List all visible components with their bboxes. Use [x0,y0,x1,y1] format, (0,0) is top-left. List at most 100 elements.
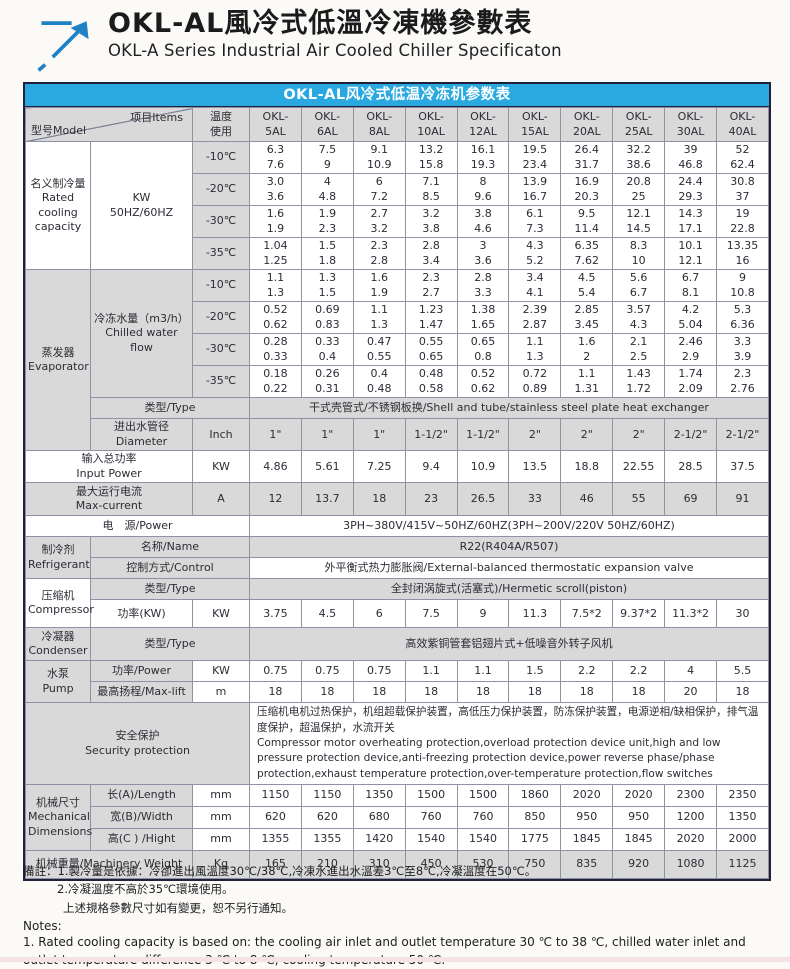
table-row: 机械重量/Machinery Weight Kg 165 210 310 450 530 75… [25,850,769,880]
note-zh-2: 2.冷凝溫度不高於35℃環境使用。 [57,882,234,897]
flow-value-cell: 0.47 0.55 [352,333,406,367]
dimension-label: 长(A)/Length [90,784,193,808]
rated-value-cell: 26.4 31.7 [560,140,614,175]
flow-value-cell: 0.55 0.65 [404,333,458,367]
dimension-unit: mm [192,828,250,852]
table-row: -30℃ 0.28 0.33 0.33 0.4 0.47 0.55 0.55 0.65 0.65 0… [26,333,769,367]
pump-power-value-cell: 1.5 [508,660,562,683]
pump-lift-value-cell: 20 [664,681,718,704]
diameter-value-cell: 1-1/2" [404,418,458,452]
diameter-value-cell: 1" [352,418,406,452]
rated-value-cell: 3.0 3.6 [249,173,302,207]
max-current-unit: A [192,482,250,517]
flow-value-cell: 1.23 1.47 [404,301,458,335]
model-header-OKL-6AL: OKL- 6AL [300,107,354,142]
flow-value-cell: 1.1 1.31 [560,365,614,399]
page-header: OKL-AL風冷式低溫冷凍機參數表 OKL-A Series Industria… [32,8,562,72]
power-supply-value: 3PH~380V/415V~50HZ/60HZ(3PH~200V/220V 50… [249,515,769,538]
flow-value-cell: 0.52 0.62 [456,365,510,399]
security-protection-label: 安全保护 Security protection [25,702,250,786]
dimension-value-cell: 1775 [508,828,562,852]
dimension-value-cell: 1845 [612,828,666,852]
flow-value-cell: 1.1 1.3 [508,333,562,367]
flow-value-cell: 1.74 2.09 [664,365,718,399]
pump-power-value-cell: 0.75 [352,660,406,683]
dimension-unit: mm [192,806,250,830]
flow-value-cell: 1.6 1.9 [352,269,406,303]
pump-lift-value-cell: 18 [508,681,562,704]
diameter-value-cell: 2-1/2" [716,418,769,452]
temp-cell: -35℃ [192,365,250,399]
temp-cell: -20℃ [192,173,250,207]
dimension-value-cell: 2000 [716,828,769,852]
compressor-type-value: 全封闭涡旋式(活塞式)/Hermetic scroll(piston) [249,578,769,601]
flow-value-cell: 2.3 2.76 [716,365,769,399]
rated-value-cell: 2.3 2.8 [352,237,406,271]
diameter-value-cell: 2" [508,418,562,452]
page-bottom-strip [0,957,790,962]
rated-cooling-label: 名义制冷量 Rated cooling capacity [25,140,91,271]
compressor-power-value-cell: 3.75 [249,599,302,629]
max-current-label: 最大运行电流 Max-current [25,482,193,517]
dimension-value-cell: 1350 [352,784,406,808]
temp-cell: -10℃ [192,269,250,303]
dimension-value-cell: 850 [508,806,562,830]
refrigerant-name-value: R22(R404A/R507) [249,536,769,559]
flow-value-cell: 0.48 0.58 [404,365,458,399]
pump-power-value-cell: 0.75 [300,660,354,683]
rated-value-cell: 10.1 12.1 [664,237,718,271]
condenser-label: 冷凝器 Condenser [25,627,91,662]
table-row: 型号Model 项目Items 温度 使用 OKL- 5AL OKL- 6AL OKL- 8AL O… [25,107,769,142]
pump-lift-value-cell: 18 [716,681,769,704]
compressor-power-unit: KW [192,599,250,629]
rated-value-cell: 7.1 8.5 [404,173,458,207]
max-current-value-cell: 69 [664,482,718,517]
flow-value-cell: 0.4 0.48 [352,365,406,399]
pump-power-value-cell: 2.2 [612,660,666,683]
dimension-value-cell: 1355 [300,828,354,852]
table-row: 名义制冷量 Rated cooling capacity KW 50HZ/60HZ -10℃… [25,140,769,271]
machinery-weight-value-cell: 750 [508,850,562,880]
dimension-value-cell: 1540 [456,828,510,852]
flow-value-cell: 1.38 1.65 [456,301,510,335]
pump-lift-value-cell: 18 [560,681,614,704]
diameter-unit: Inch [192,418,250,452]
machinery-weight-value-cell: 210 [300,850,354,880]
flow-value-cell: 0.65 0.8 [456,333,510,367]
flow-value-cell: 1.1 1.3 [352,301,406,335]
diameter-value-cell: 2-1/2" [664,418,718,452]
max-current-value-cell: 18 [352,482,406,517]
rated-value-cell: 13.35 16 [716,237,769,271]
max-current-value-cell: 55 [612,482,666,517]
flow-value-cell: 4.5 5.4 [560,269,614,303]
brand-arrow-icon [32,12,98,72]
dimension-value-cell: 1540 [404,828,458,852]
rated-value-cell: 2.7 3.2 [352,205,406,239]
rated-value-cell: 3.2 3.8 [404,205,458,239]
dimension-value-cell: 1350 [716,806,769,830]
dimension-value-cell: 1500 [456,784,510,808]
compressor-power-value-cell: 11.3 [508,599,562,629]
refrigerant-name-label: 名称/Name [90,536,250,559]
table-row: 高(C ) /Hight mm 1355 1355 1420 1540 1540 1775 18… [26,828,769,852]
dimension-value-cell: 1200 [664,806,718,830]
flow-value-cell: 0.72 0.89 [508,365,562,399]
temp-cell: -30℃ [192,333,250,367]
pump-lift-value-cell: 18 [300,681,354,704]
machinery-weight-value-cell: 920 [612,850,666,880]
rated-value-cell: 2.8 3.4 [404,237,458,271]
input-power-value-cell: 18.8 [560,450,614,484]
input-power-value-cell: 5.61 [300,450,354,484]
table-row: 水泵 Pump 功率/Power KW 0.75 0.75 0.75 1.1 1.1 1.5 2.2… [25,660,769,704]
rated-value-cell: 6 7.2 [352,173,406,207]
table-row: 电 源/Power 3PH~380V/415V~50HZ/60HZ(3PH~200… [25,515,769,538]
pump-lift-value-cell: 18 [352,681,406,704]
flow-value-cell: 4.2 5.04 [664,301,718,335]
table-caption: OKL-AL风冷式低温冷冻机参数表 [25,84,769,107]
note-zh-3: 上述規格參數尺寸如有變更，恕不另行通知。 [63,900,293,915]
rated-value-cell: 14.3 17.1 [664,205,718,239]
rated-unit-label: KW 50HZ/60HZ [90,140,193,271]
max-current-value-cell: 33 [508,482,562,517]
flow-value-cell: 2.85 3.45 [560,301,614,335]
rated-value-cell: 1.5 1.8 [300,237,354,271]
